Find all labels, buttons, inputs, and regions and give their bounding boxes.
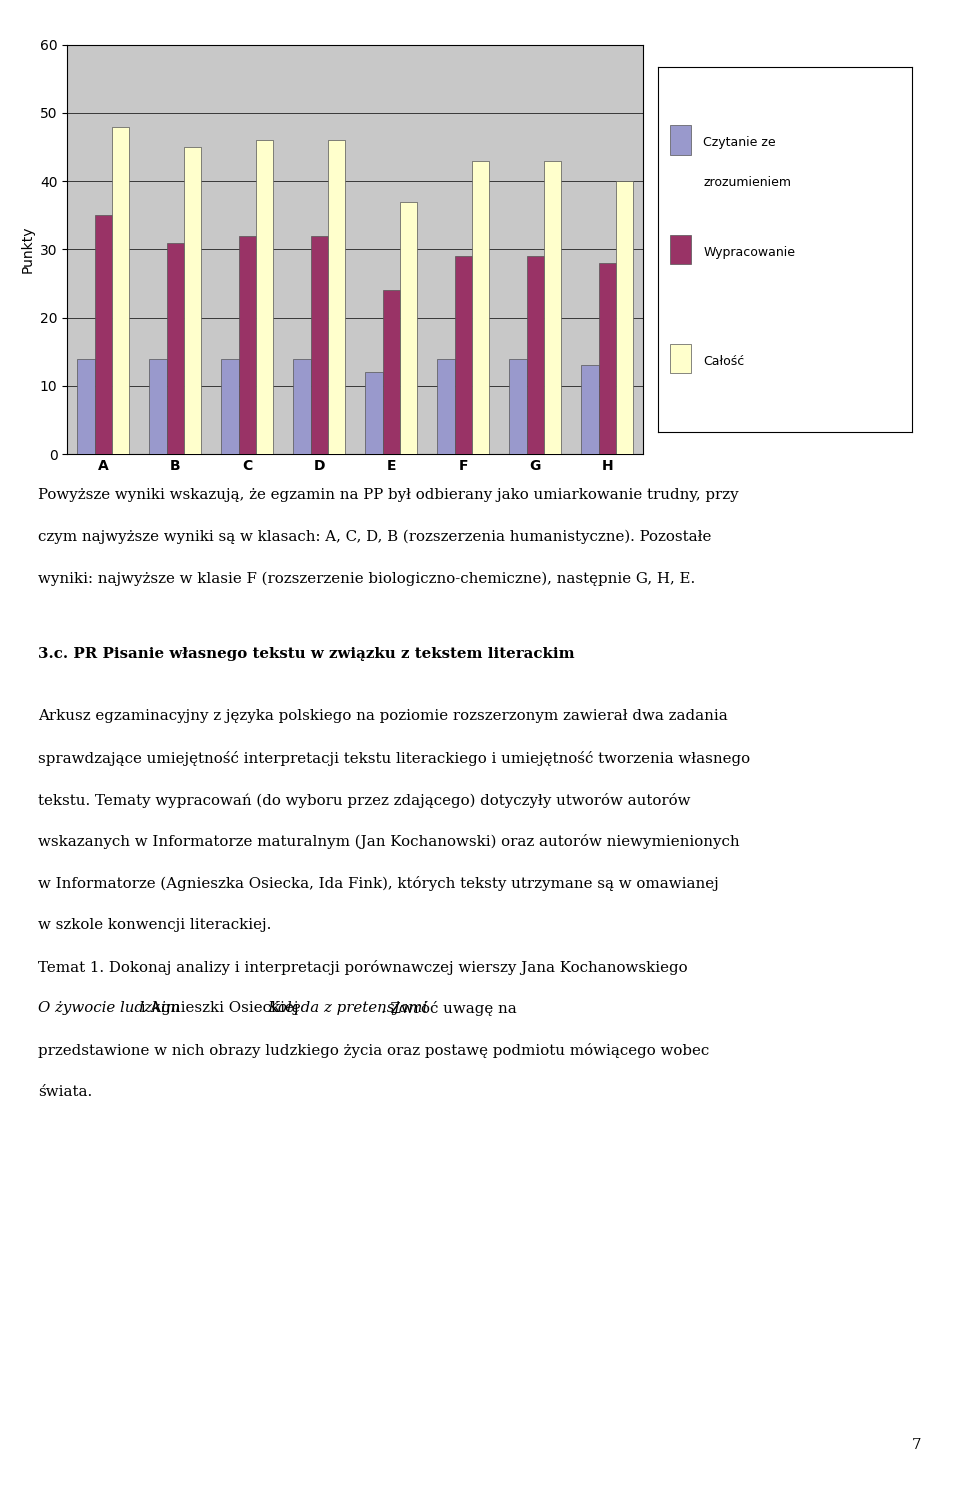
Text: i Agnieszki Osieckiej: i Agnieszki Osieckiej <box>135 1001 302 1015</box>
Text: w szkole konwencji literackiej.: w szkole konwencji literackiej. <box>38 917 272 932</box>
Bar <box>183 147 201 454</box>
Bar <box>543 161 561 454</box>
Text: O żywocie ludzkim: O żywocie ludzkim <box>38 1001 180 1015</box>
Bar <box>310 235 327 454</box>
Bar <box>166 243 183 454</box>
Bar <box>94 216 111 454</box>
Text: Wypracowanie: Wypracowanie <box>704 246 796 259</box>
Bar <box>437 359 454 454</box>
Bar <box>454 256 471 454</box>
Text: Czytanie ze: Czytanie ze <box>704 137 776 149</box>
Bar <box>221 359 238 454</box>
Bar <box>365 372 382 454</box>
Bar <box>238 235 255 454</box>
Text: czym najwyższe wyniki są w klasach: A, C, D, B (rozszerzenia humanistyczne). Poz: czym najwyższe wyniki są w klasach: A, C… <box>38 530 711 545</box>
Y-axis label: Punkty: Punkty <box>20 226 35 272</box>
Bar <box>599 264 616 454</box>
Text: Arkusz egzaminacyjny z języka polskiego na poziomie rozszerzonym zawierał dwa za: Arkusz egzaminacyjny z języka polskiego … <box>38 709 728 724</box>
Text: 7: 7 <box>912 1438 922 1452</box>
Text: przedstawione w nich obrazy ludzkiego życia oraz postawę podmiotu mówiącego wobe: przedstawione w nich obrazy ludzkiego ży… <box>38 1042 709 1057</box>
Text: w Informatorze (Agnieszka Osiecka, Ida Fink), których teksty utrzymane są w omaw: w Informatorze (Agnieszka Osiecka, Ida F… <box>38 876 719 890</box>
Bar <box>149 359 166 454</box>
Text: . Zwróć uwagę na: . Zwróć uwagę na <box>381 1001 516 1015</box>
Bar <box>293 359 310 454</box>
Text: wyniki: najwyższe w klasie F (rozszerzenie biologiczno-chemiczne), następnie G, : wyniki: najwyższe w klasie F (rozszerzen… <box>38 572 696 587</box>
Bar <box>399 201 417 454</box>
Bar <box>670 125 690 155</box>
Bar <box>255 140 273 454</box>
Bar <box>670 235 690 264</box>
Text: 3.c. PR Pisanie własnego tekstu w związku z tekstem literackim: 3.c. PR Pisanie własnego tekstu w związk… <box>38 646 575 661</box>
Bar <box>471 161 489 454</box>
Text: Powyższe wyniki wskazują, że egzamin na PP był odbierany jako umiarkowanie trudn: Powyższe wyniki wskazują, że egzamin na … <box>38 488 739 502</box>
Bar <box>616 182 633 454</box>
Bar <box>509 359 526 454</box>
Text: tekstu. Tematy wypracowań (do wyboru przez zdającego) dotyczyły utworów autorów: tekstu. Tematy wypracowań (do wyboru prz… <box>38 792 691 807</box>
Text: zrozumieniem: zrozumieniem <box>704 176 791 189</box>
Bar <box>111 127 129 454</box>
Bar <box>77 359 94 454</box>
Bar <box>581 365 598 454</box>
Text: Całość: Całość <box>704 356 745 368</box>
Text: sprawdzające umiejętność interpretacji tekstu literackiego i umiejętność tworzen: sprawdzające umiejętność interpretacji t… <box>38 750 751 765</box>
Bar <box>327 140 345 454</box>
Text: wskazanych w Informatorze maturalnym (Jan Kochanowski) oraz autorów niewymienion: wskazanych w Informatorze maturalnym (Ja… <box>38 834 740 849</box>
Text: Temat 1. Dokonaj analizy i interpretacji porównawczej wierszy Jana Kochanowskieg: Temat 1. Dokonaj analizy i interpretacji… <box>38 959 688 974</box>
Bar <box>526 256 543 454</box>
Text: Kołęda z pretensjami: Kołęda z pretensjami <box>267 1001 427 1015</box>
Bar <box>670 344 690 374</box>
Text: świata.: świata. <box>38 1084 93 1099</box>
Bar <box>382 290 399 454</box>
